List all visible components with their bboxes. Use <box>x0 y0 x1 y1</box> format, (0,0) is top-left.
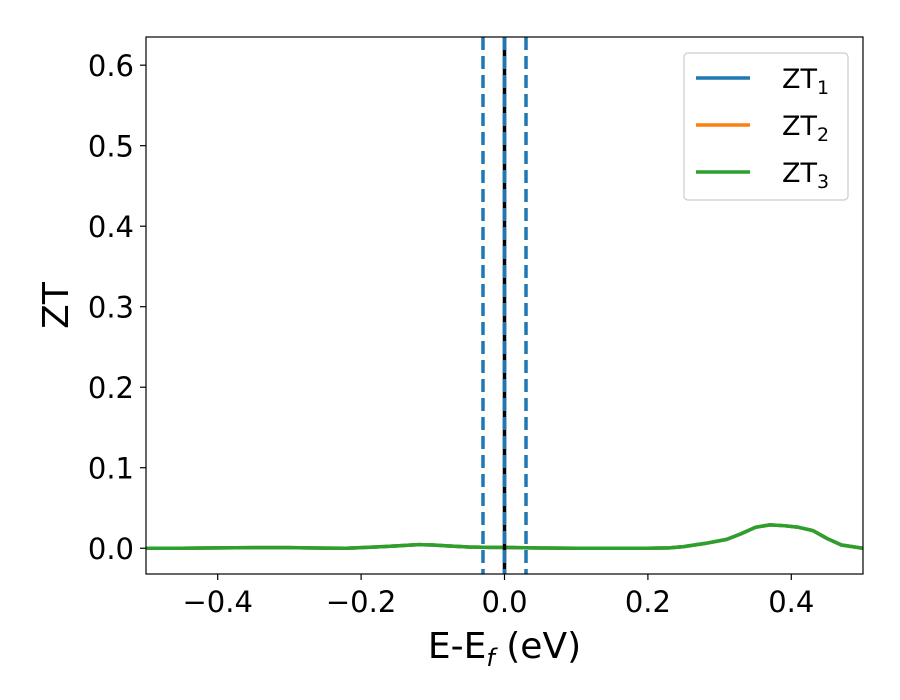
legend-label-zt3: ZT3 <box>782 158 829 193</box>
y-tick-label: 0.6 <box>88 49 134 83</box>
y-tick-label: 0.2 <box>88 371 134 405</box>
y-axis-label: ZT <box>36 281 77 329</box>
x-tick-label: 0.0 <box>481 585 527 619</box>
legend-label-zt2: ZT2 <box>782 111 829 146</box>
y-tick-label: 0.0 <box>88 532 134 566</box>
legend-items: ZT1 ZT2 ZT3 <box>696 64 829 193</box>
x-axis-label-main: E-E <box>428 626 486 667</box>
x-tick-label: 0.2 <box>625 585 671 619</box>
legend-box <box>683 52 849 201</box>
x-axis-label: E-Ef (eV) <box>428 626 581 672</box>
y-tick-label: 0.3 <box>88 291 134 325</box>
legend-label-zt1: ZT1 <box>782 64 829 99</box>
axis-ticks: −0.4 −0.2 0.0 0.2 0.4 0.0 0.1 0.2 0.3 0.4 0.5 0.6 <box>88 49 814 619</box>
legend: ZT1 ZT2 ZT3 <box>683 52 849 201</box>
reference-lines <box>481 37 528 574</box>
data-lines <box>146 523 863 550</box>
x-tick-label: 0.4 <box>768 585 814 619</box>
y-tick-label: 0.5 <box>88 130 134 164</box>
y-tick-label: 0.1 <box>88 452 134 486</box>
x-tick-label: −0.4 <box>182 585 252 619</box>
y-tick-label: 0.4 <box>88 210 134 244</box>
series-line-zt3 <box>146 523 863 550</box>
x-axis-label-unit: (eV) <box>495 626 581 667</box>
x-tick-label: −0.2 <box>326 585 396 619</box>
